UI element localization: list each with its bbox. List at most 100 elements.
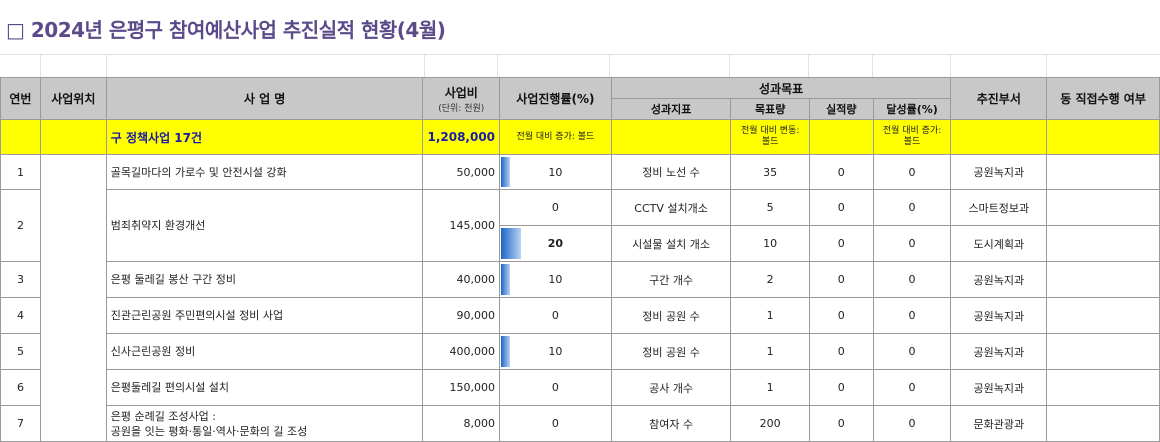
row-indicator[interactable]: 정비 공원 수 [610, 297, 732, 334]
header-indicator[interactable]: 성과지표 [610, 98, 732, 120]
row-name[interactable]: 신사근린공원 정비 [105, 333, 424, 370]
row-progress[interactable]: 0 [499, 297, 612, 334]
row-no[interactable]: 4 [0, 297, 41, 334]
row-budget[interactable]: 400,000 [422, 333, 501, 370]
row-achievement[interactable]: 0 [872, 261, 952, 298]
table-row[interactable]: 2 범죄취약지 환경개선 145,000 0 CCTV 설치개소 5 0 0 스… [0, 189, 1160, 262]
row-actual[interactable]: 0 [808, 297, 874, 334]
table-row[interactable]: 3 은평 둘레길 봉산 구간 정비 40,000 10 구간 개수 2 0 0 … [0, 261, 1160, 298]
row-no[interactable]: 3 [0, 261, 41, 298]
header-actual[interactable]: 실적량 [808, 98, 874, 120]
table-row[interactable]: 6 은평둘레길 편의시설 설치 150,000 0 공사 개수 1 0 0 공원… [0, 369, 1160, 406]
table-row[interactable]: 1 골목길마다의 가로수 및 안전시설 강화 50,000 10 정비 노선 수… [0, 154, 1160, 442]
row-budget[interactable]: 8,000 [422, 405, 501, 442]
summary-actual[interactable] [808, 119, 874, 155]
row-actual[interactable]: 0 [808, 225, 874, 262]
row-progress[interactable]: 20 [499, 225, 612, 262]
row-actual[interactable]: 0 [808, 261, 874, 298]
row-direct[interactable] [1046, 369, 1160, 406]
header-target[interactable]: 목표량 [730, 98, 810, 120]
row-direct[interactable] [1046, 225, 1160, 262]
header-budget[interactable]: 사업비 (단위: 천원) [422, 77, 501, 120]
row-direct[interactable] [1046, 189, 1160, 226]
row-achievement[interactable]: 0 [872, 189, 952, 226]
header-direct[interactable]: 동 직접수행 여부 [1046, 77, 1160, 120]
row-target[interactable]: 35 [730, 154, 810, 190]
row-budget[interactable]: 40,000 [422, 261, 501, 298]
row-no[interactable]: 7 [0, 405, 41, 442]
row-achievement[interactable]: 0 [872, 297, 952, 334]
row-budget[interactable]: 145,000 [422, 189, 501, 262]
table-row-sub[interactable]: 20 시설물 설치 개소 10 0 0 도시계획과 [1, 225, 1160, 262]
row-indicator[interactable]: 참여자 수 [610, 405, 732, 442]
row-dept[interactable]: 스마트정보과 [950, 189, 1048, 226]
row-budget[interactable]: 90,000 [422, 297, 501, 334]
header-no[interactable]: 연번 [0, 77, 41, 120]
row-location[interactable] [39, 154, 107, 442]
row-target[interactable]: 1 [730, 297, 810, 334]
row-progress[interactable]: 10 [499, 154, 612, 190]
summary-budget[interactable]: 1,208,000 [422, 119, 501, 155]
row-direct[interactable] [1046, 405, 1160, 442]
row-progress[interactable]: 10 [499, 333, 612, 370]
row-dept[interactable]: 문화관광과 [950, 405, 1048, 442]
row-budget[interactable]: 50,000 [422, 154, 501, 190]
row-name[interactable]: 범죄취약지 환경개선 [105, 189, 424, 262]
summary-target-note[interactable]: 전월 대비 변동: 볼드 [730, 119, 810, 155]
row-progress[interactable]: 0 [499, 369, 612, 406]
row-achievement[interactable]: 0 [872, 405, 952, 442]
row-indicator[interactable]: 정비 공원 수 [610, 333, 732, 370]
row-no[interactable]: 2 [0, 189, 41, 262]
header-achievement[interactable]: 달성률(%) [872, 98, 952, 120]
row-name[interactable]: 골목길마다의 가로수 및 안전시설 강화 [105, 154, 424, 190]
summary-achievement-note[interactable]: 전월 대비 증가: 볼드 [872, 119, 952, 155]
row-direct[interactable] [1046, 154, 1160, 190]
row-name[interactable]: 은평 둘레길 봉산 구간 정비 [105, 261, 424, 298]
row-no[interactable]: 5 [0, 333, 41, 370]
row-actual[interactable]: 0 [808, 189, 874, 226]
row-achievement[interactable]: 0 [872, 154, 952, 190]
row-progress[interactable]: 0 [499, 405, 612, 442]
row-target[interactable]: 1 [730, 333, 810, 370]
summary-name[interactable]: 구 정책사업 17건 [105, 119, 424, 155]
row-actual[interactable]: 0 [808, 154, 874, 190]
header-name[interactable]: 사 업 명 [105, 77, 424, 120]
row-name[interactable]: 은평둘레길 편의시설 설치 [105, 369, 424, 406]
row-target[interactable]: 1 [730, 369, 810, 406]
row-progress[interactable]: 10 [499, 261, 612, 298]
row-achievement[interactable]: 0 [872, 333, 952, 370]
row-budget[interactable]: 150,000 [422, 369, 501, 406]
row-indicator[interactable]: 시설물 설치 개소 [610, 225, 732, 262]
row-target[interactable]: 5 [730, 189, 810, 226]
table-row[interactable]: 5 신사근린공원 정비 400,000 10 정비 공원 수 1 0 0 공원녹… [0, 333, 1160, 370]
row-achievement[interactable]: 0 [872, 369, 952, 406]
row-achievement[interactable]: 0 [872, 225, 952, 262]
row-dept[interactable]: 도시계획과 [950, 225, 1048, 262]
row-indicator[interactable]: 공사 개수 [610, 369, 732, 406]
row-direct[interactable] [1046, 297, 1160, 334]
row-dept[interactable]: 공원녹지과 [950, 154, 1048, 190]
row-target[interactable]: 2 [730, 261, 810, 298]
row-dept[interactable]: 공원녹지과 [950, 369, 1048, 406]
summary-dept[interactable] [950, 119, 1048, 155]
row-dept[interactable]: 공원녹지과 [950, 297, 1048, 334]
summary-row[interactable]: 구 정책사업 17건 1,208,000 전월 대비 증가: 볼드 전월 대비 … [0, 119, 1160, 155]
row-indicator[interactable]: 정비 노선 수 [610, 154, 732, 190]
row-actual[interactable]: 0 [808, 405, 874, 442]
summary-no[interactable] [0, 119, 41, 155]
row-target[interactable]: 10 [730, 225, 810, 262]
row-dept[interactable]: 공원녹지과 [950, 333, 1048, 370]
row-target[interactable]: 200 [730, 405, 810, 442]
row-no[interactable]: 1 [0, 154, 41, 190]
row-no[interactable]: 6 [0, 369, 41, 406]
row-direct[interactable] [1046, 333, 1160, 370]
header-location[interactable]: 사업위치 [39, 77, 107, 120]
row-direct[interactable] [1046, 261, 1160, 298]
row-indicator[interactable]: CCTV 설치개소 [610, 189, 732, 226]
summary-progress-note[interactable]: 전월 대비 증가: 볼드 [499, 119, 612, 155]
row-progress[interactable]: 0 [499, 189, 612, 226]
table-row[interactable]: 4 진관근린공원 주민편의시설 정비 사업 90,000 0 정비 공원 수 1… [0, 297, 1160, 334]
header-goal-group[interactable]: 성과목표 [610, 77, 952, 99]
table-row[interactable]: 7 은평 순례길 조성사업 : 공원을 잇는 평화·통일·역사·문화의 길 조성… [0, 405, 1160, 442]
row-actual[interactable]: 0 [808, 333, 874, 370]
